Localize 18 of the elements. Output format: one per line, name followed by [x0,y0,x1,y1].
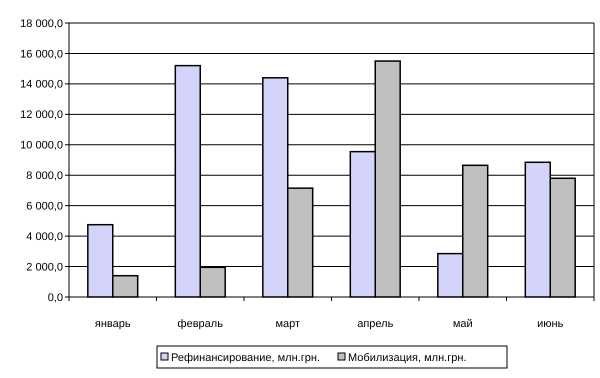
x-tick-label: январь [94,318,131,330]
x-tick-label: июнь [537,318,564,330]
x-tick-label: март [275,318,300,330]
legend-label: Мобилизация, млн.грн. [348,352,466,364]
legend-label: Рефинансирование, млн.грн. [171,352,320,364]
y-tick-label: 16 000,0 [20,48,63,60]
y-tick-label: 4 000,0 [26,230,63,243]
y-tick-label: 18 000,0 [20,18,63,30]
y-tick-label: 0,0 [48,292,63,304]
y-tick-label: 2 000,0 [26,261,63,274]
y-tick-label: 12 000,0 [20,109,63,122]
y-tick-label: 6 000,0 [26,200,63,213]
x-tick-label: апрель [357,318,394,330]
y-tick-label: 14 000,0 [20,78,63,91]
y-tick-label: 8 000,0 [26,170,63,182]
x-tick-label: февраль [178,318,224,330]
y-tick-label: 10 000,0 [20,140,63,152]
x-tick-label: май [452,318,473,330]
